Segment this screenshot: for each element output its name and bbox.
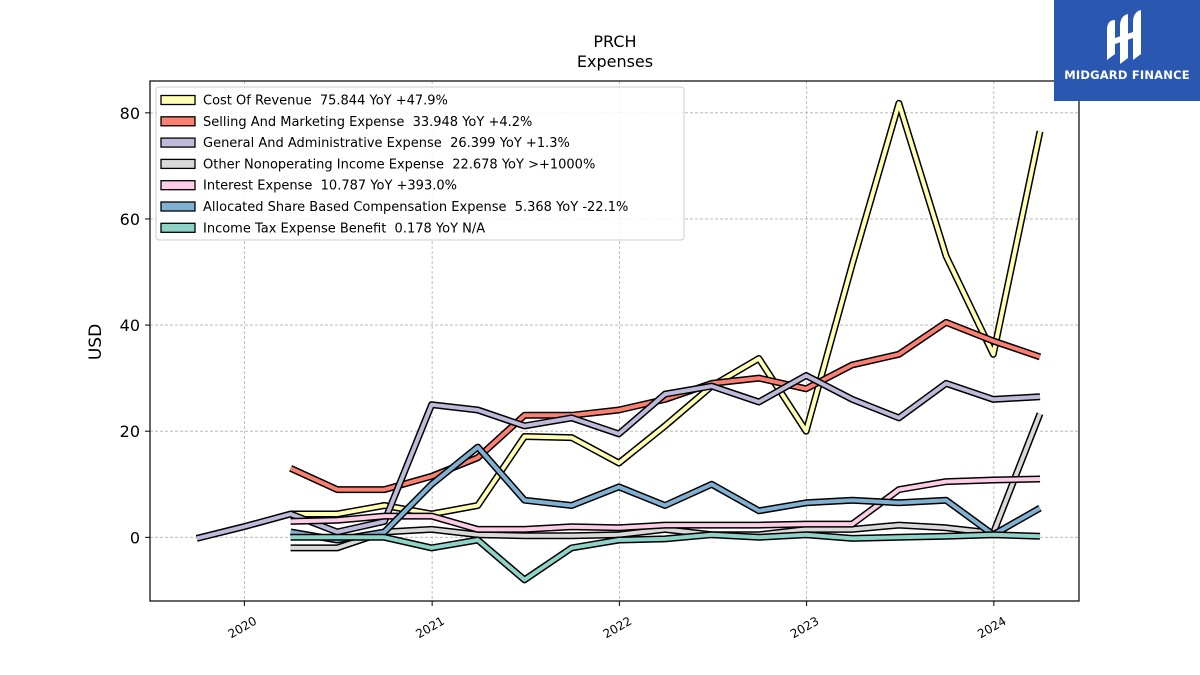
legend-entry: Cost Of Revenue 75.844 YoY +47.9% [203,94,448,109]
series-path [290,101,1042,516]
series-line [290,412,1044,552]
x-tick-label: 2024 [975,614,1008,641]
series-line [290,99,1044,518]
series-path [290,532,1041,582]
series-layer [195,99,1044,584]
legend-swatch [160,137,196,148]
chart-subtitle: Expenses [577,52,653,71]
legend-entry: Selling And Marketing Expense 33.948 YoY… [203,115,532,130]
y-tick-label: 80 [120,104,140,123]
legend: Cost Of Revenue 75.844 YoY +47.9% Selling… [155,86,685,241]
legend-swatch [160,94,196,106]
legend-box [155,86,685,241]
y-tick-label: 60 [120,210,140,229]
logo-text: MIDGARD FINANCE [1064,68,1190,82]
series-line [289,318,1042,494]
midgard-logo-icon [1107,10,1141,64]
series-path [289,320,1041,492]
series-path [290,445,1041,542]
legend-swatch [160,116,196,127]
y-axis-label: USD [86,324,106,360]
y-tick-label: 0 [130,528,140,547]
x-tick-label: 2021 [413,614,446,641]
series-path [196,373,1041,541]
series-line [195,372,1041,542]
series-line [290,443,1042,544]
series-line [290,531,1041,584]
legend-swatch [160,158,196,170]
midgard-finance-logo: MIDGARD FINANCE [1054,0,1200,101]
x-tick-label: 2022 [601,614,634,641]
legend-entry: Interest Expense 10.787 YoY +393.0% [203,179,457,194]
legend-entry: Allocated Share Based Compensation Expen… [203,200,628,215]
x-tick-label: 2023 [788,614,821,641]
series-path [290,412,1042,550]
plot-frame [149,80,1080,602]
x-tick-label: 2020 [226,614,259,641]
series-line [290,475,1041,533]
legend-entry: General And Administrative Expense 26.39… [203,136,570,151]
legend-swatch [160,222,196,233]
y-tick-label: 40 [120,316,140,335]
legend-entry: Other Nonoperating Income Expense 22.678… [203,157,595,172]
legend-swatch [160,201,196,212]
series-outline [289,318,1042,494]
legend-entry: Income Tax Expense Benefit 0.178 YoY N/A [203,221,485,236]
y-tick-label: 20 [120,422,140,441]
chart-title: PRCH [593,32,636,51]
legend-swatch [160,180,196,191]
series-path [290,477,1041,532]
